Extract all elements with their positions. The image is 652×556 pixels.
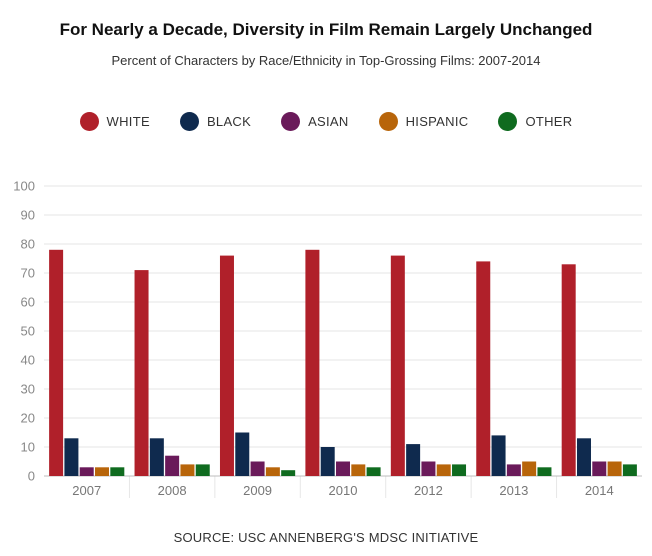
bar-black-2007 [64, 438, 79, 476]
bar-asian-2008 [165, 455, 180, 476]
bar-hispanic-2012 [436, 464, 451, 476]
bar-black-2013 [491, 435, 506, 476]
bar-other-2007 [110, 467, 125, 476]
bar-other-2014 [622, 464, 637, 476]
bar-other-2009 [281, 470, 296, 476]
y-tick-label: 90 [21, 208, 35, 223]
legend-label-other: OTHER [525, 114, 573, 129]
legend-swatch-black [179, 112, 199, 131]
legend-item-black[interactable]: BLACK [179, 112, 252, 131]
chart-subtitle: Percent of Characters by Race/Ethnicity … [111, 53, 541, 68]
legend-swatch-white [79, 112, 99, 131]
x-tick-label: 2008 [158, 483, 187, 498]
bar-other-2013 [537, 467, 552, 476]
bar-hispanic-2013 [522, 461, 537, 476]
y-tick-label: 0 [28, 469, 35, 484]
legend-item-hispanic[interactable]: HISPANIC [378, 112, 469, 131]
legend-swatch-hispanic [378, 112, 398, 131]
bar-asian-2013 [506, 464, 521, 476]
bar-white-2007 [49, 249, 64, 476]
chart-title: For Nearly a Decade, Diversity in Film R… [59, 20, 593, 39]
legend-swatch-asian [281, 112, 301, 131]
x-tick-label: 2013 [499, 483, 528, 498]
bar-hispanic-2010 [351, 464, 366, 476]
bar-white-2008 [134, 270, 149, 476]
bar-white-2014 [561, 264, 576, 476]
legend-item-asian[interactable]: ASIAN [281, 112, 349, 131]
y-tick-label: 100 [13, 179, 35, 194]
legend-label-asian: ASIAN [308, 114, 349, 129]
bar-hispanic-2007 [95, 467, 110, 476]
y-tick-label: 20 [21, 411, 35, 426]
bar-other-2010 [366, 467, 381, 476]
legend: WHITE BLACK ASIAN HISPANIC OTHER [0, 112, 652, 131]
bar-hispanic-2014 [607, 461, 622, 476]
legend-label-black: BLACK [206, 114, 252, 129]
legend-label-white: WHITE [106, 114, 150, 129]
y-tick-label: 80 [21, 237, 35, 252]
bar-asian-2010 [336, 461, 350, 476]
bar-asian-2012 [421, 461, 436, 476]
y-tick-label: 30 [21, 382, 35, 397]
y-tick-label: 50 [21, 324, 35, 339]
source-note: SOURCE: USC ANNENBERG'S MDSC INITIATIVE [173, 530, 479, 545]
x-tick-label: 2012 [414, 483, 443, 498]
bar-asian-2007 [79, 467, 94, 476]
bar-asian-2014 [592, 461, 607, 476]
bar-hispanic-2008 [180, 464, 195, 476]
y-tick-label: 70 [21, 266, 35, 281]
bar-black-2012 [406, 444, 421, 476]
bar-white-2013 [476, 261, 491, 476]
legend-swatch-other [498, 112, 518, 131]
bar-black-2009 [235, 432, 250, 476]
bar-asian-2009 [250, 461, 265, 476]
bar-black-2008 [149, 438, 164, 476]
bar-white-2009 [219, 255, 234, 476]
bar-white-2012 [390, 255, 405, 476]
bar-black-2010 [320, 447, 335, 476]
y-tick-label: 10 [21, 440, 35, 455]
bar-black-2014 [576, 438, 591, 476]
y-tick-label: 40 [21, 353, 35, 368]
bar-other-2008 [195, 464, 210, 476]
y-tick-label: 60 [21, 295, 35, 310]
x-tick-label: 2007 [72, 483, 101, 498]
legend-label-hispanic: HISPANIC [405, 114, 469, 129]
x-tick-label: 2010 [329, 483, 358, 498]
legend-item-other[interactable]: OTHER [498, 112, 572, 131]
bar-white-2010 [305, 249, 320, 476]
legend-item-white[interactable]: WHITE [79, 112, 150, 131]
x-tick-label: 2014 [585, 483, 614, 498]
bar-hispanic-2009 [265, 467, 280, 476]
bar-other-2012 [452, 464, 467, 476]
x-tick-label: 2009 [243, 483, 272, 498]
